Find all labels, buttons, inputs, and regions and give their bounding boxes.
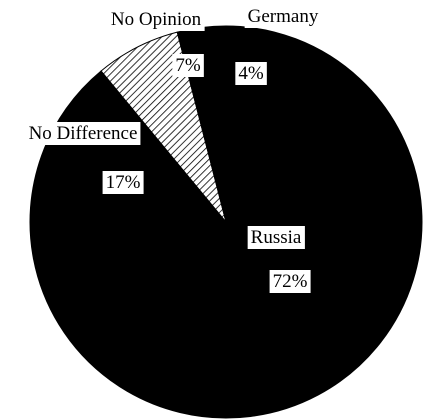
slice-value-no-opinion-group: 7% [172,54,204,77]
slice-label-no-opinion-box [107,8,205,31]
slice-label-no-difference: No Difference [29,123,138,144]
slice-label-no-difference-group: No Difference [25,122,141,145]
slice-value-russia-group: 72% [269,270,311,293]
slice-label-germany-box [244,5,322,28]
slice-value-russia: 72% [273,271,308,292]
slices-layer [29,25,423,419]
slice-no-difference [29,70,227,260]
slice-label-germany: Germany [248,6,319,27]
slice-russia [32,25,423,419]
labels-layer: Russia 72% No Difference 17% No Opinion 7% Ger… [25,5,322,293]
slice-value-germany: 4% [238,63,264,84]
slice-label-russia-box [247,226,305,249]
slice-label-no-opinion: No Opinion [111,9,202,30]
slice-label-germany-group: Germany [244,5,322,28]
slice-value-no-difference-box [102,171,144,194]
slice-value-no-difference: 17% [106,172,141,193]
slice-value-russia-box [269,270,311,293]
slice-value-germany-group: 4% [235,62,267,85]
slice-label-no-opinion-group: No Opinion [107,8,205,31]
slice-value-no-difference-group: 17% [102,171,144,194]
slice-value-no-opinion: 7% [175,55,201,76]
slice-label-russia: Russia [251,227,302,248]
slice-value-germany-box [235,62,267,85]
slice-label-russia-group: Russia [247,226,305,249]
slice-label-no-difference-box [25,122,141,145]
slice-value-no-opinion-box [172,54,204,77]
